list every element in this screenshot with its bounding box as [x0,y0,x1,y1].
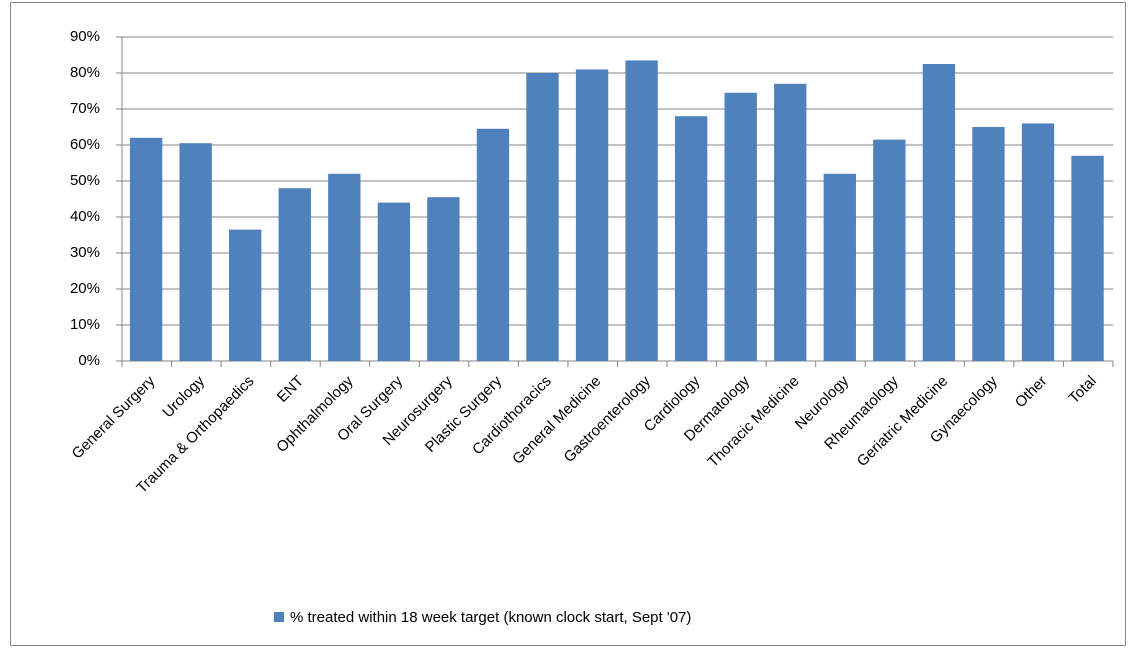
bar [427,197,460,361]
y-tick-label: 80% [70,64,100,81]
bar [129,137,163,361]
bar [328,173,361,361]
legend-label: % treated within 18 week target (known c… [290,609,691,626]
y-tick-label: 40% [70,208,100,225]
bar [526,73,559,361]
y-tick-label: 50% [70,172,100,189]
legend-swatch [274,612,284,622]
y-tick-label: 70% [70,100,100,117]
y-tick-label: 30% [70,244,100,261]
bar [873,139,906,361]
y-tick-label: 60% [70,136,100,153]
bar [922,64,956,361]
bar [575,69,609,362]
bar [1071,155,1104,361]
bar [823,173,856,361]
bar [674,116,708,361]
bar [774,83,807,362]
bar [625,60,658,362]
bar [476,128,510,361]
y-tick-label: 20% [70,280,100,297]
chart-border [10,2,1126,646]
bar [179,143,212,361]
bar [278,188,311,361]
bar [1021,123,1055,362]
y-tick-label: 90% [70,28,100,45]
y-tick-label: 10% [70,316,100,333]
bar [972,127,1005,361]
bar [377,202,411,361]
y-tick-label: 0% [78,352,100,369]
bar [724,92,757,362]
bar [229,229,262,361]
